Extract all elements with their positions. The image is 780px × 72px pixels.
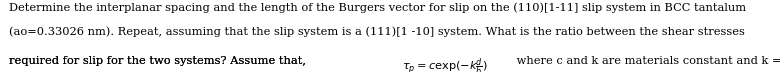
Text: where c and k are materials constant and k = 2.: where c and k are materials constant and… (512, 56, 780, 66)
Text: required for slip for the two systems? Assume that,: required for slip for the two systems? A… (9, 56, 314, 66)
Text: $\tau_p = c\exp(-k\frac{d}{b})$: $\tau_p = c\exp(-k\frac{d}{b})$ (402, 56, 488, 72)
Text: required for slip for the two systems? Assume that,: required for slip for the two systems? A… (9, 56, 314, 66)
Text: Determine the interplanar spacing and the length of the Burgers vector for slip : Determine the interplanar spacing and th… (9, 2, 746, 13)
Text: (ao=0.33026 nm). Repeat, assuming that the slip system is a (111)[1 -10] system.: (ao=0.33026 nm). Repeat, assuming that t… (9, 27, 745, 37)
